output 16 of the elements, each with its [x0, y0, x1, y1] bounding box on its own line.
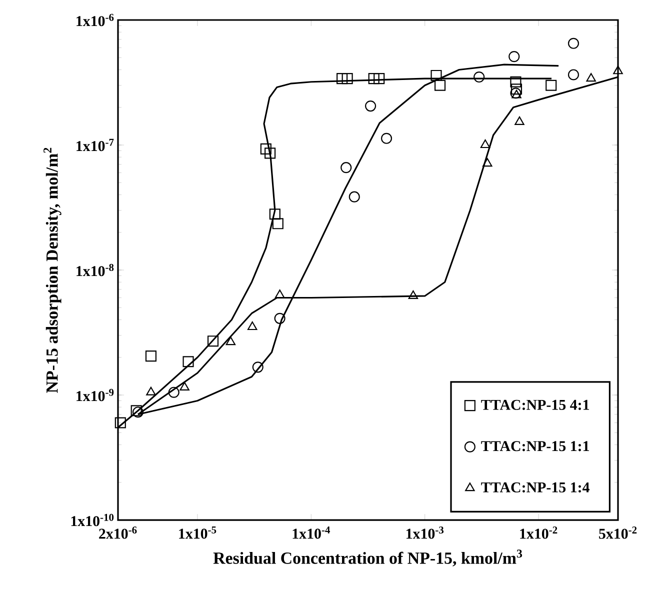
x-tick-label: 1x10$^{-5}$: [179, 526, 216, 539]
x-tick-label: 5x10$^{-2}$: [599, 526, 637, 539]
legend-label: TTAC:NP-15 1:1: [481, 441, 589, 452]
x-axis-title: Residual Concentration of NP-15, kmol/m$^{3}$: [213, 550, 522, 566]
x-tick-label: 1x10$^{-3}$: [406, 526, 444, 539]
y-tick-label: 1x10$^{-10}$: [71, 514, 114, 526]
y-axis-title: NP-15 adsorption Density, mol/m$^{2}$: [44, 148, 62, 393]
x-tick-label: 1x10$^{-4}$: [292, 526, 330, 539]
legend-label: TTAC:NP-15 4:1: [481, 400, 589, 410]
y-tick-label: 1x10$^{-9}$: [76, 388, 114, 402]
y-tick-label: 1x10$^{-7}$: [76, 138, 114, 152]
y-tick-label: 1x10$^{-6}$: [76, 14, 114, 26]
x-tick-label: 2x10$^{-6}$: [99, 526, 137, 539]
y-tick-label: 1x10$^{-8}$: [76, 264, 114, 276]
legend-label: TTAC:NP-15 1:4: [481, 482, 590, 493]
x-tick-label: 1x10$^{-2}$: [520, 526, 558, 539]
